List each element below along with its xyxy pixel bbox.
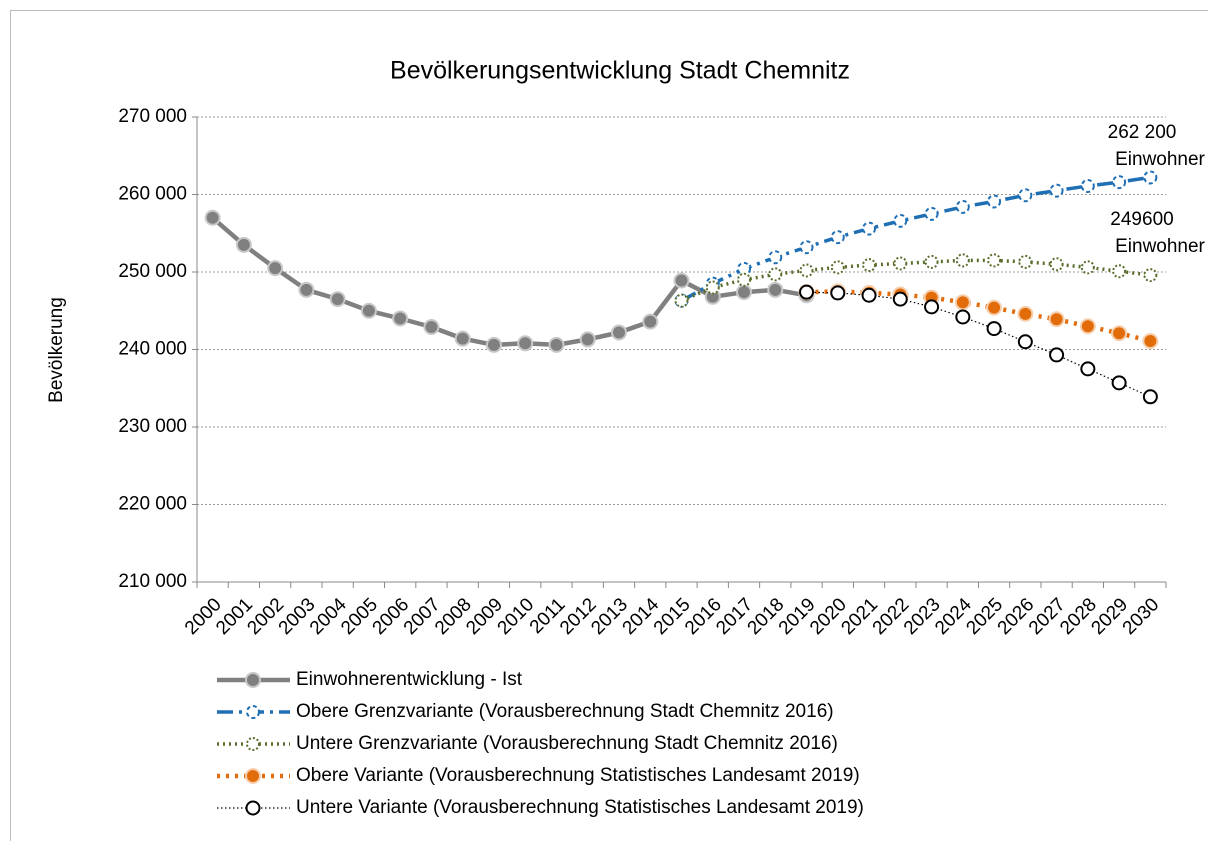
x-tick-label: 2030 [1119, 594, 1164, 639]
data-point [830, 260, 845, 275]
legend-marker [245, 672, 261, 688]
data-point [517, 335, 534, 352]
data-point [1143, 268, 1158, 283]
data-point [1111, 325, 1128, 342]
data-point [736, 284, 753, 301]
legend-marker [246, 705, 260, 719]
data-point [924, 254, 939, 269]
data-point [1049, 347, 1065, 363]
legend-marker [245, 800, 261, 816]
legend-label: Obere Variante (Vorausberechnung Statist… [296, 765, 860, 786]
data-point [392, 310, 409, 327]
data-point [267, 260, 284, 277]
data-point [298, 281, 315, 298]
annotation: 262 200 [1108, 122, 1177, 143]
data-point [955, 309, 971, 325]
data-point [737, 261, 752, 276]
data-point [1049, 257, 1064, 272]
data-point [1143, 170, 1158, 185]
y-tick-label: 210 000 [118, 571, 187, 592]
data-point [360, 302, 377, 319]
data-point [1018, 188, 1033, 203]
legend-marker [245, 768, 261, 784]
data-point [767, 281, 784, 298]
data-point [1080, 361, 1096, 377]
data-point [768, 267, 783, 282]
data-point [454, 330, 471, 347]
y-tick-label: 220 000 [118, 494, 187, 515]
data-point [673, 272, 690, 289]
data-point [830, 230, 845, 245]
data-point [485, 336, 502, 353]
data-point [674, 293, 689, 308]
data-point [1018, 254, 1033, 269]
data-point [861, 287, 877, 303]
annotation: Einwohner [1115, 149, 1205, 170]
annotation: 249600 [1110, 209, 1173, 230]
data-point [235, 236, 252, 253]
data-point [1111, 375, 1127, 391]
data-point [705, 280, 720, 295]
data-point [893, 213, 908, 228]
data-point [423, 319, 440, 336]
y-axis-label: Bevölkerung [46, 297, 67, 403]
data-point [987, 194, 1002, 209]
series-line [806, 291, 1151, 398]
data-point [1080, 260, 1095, 275]
data-point [799, 284, 815, 300]
data-point [862, 258, 877, 273]
chart-frame [10, 10, 1208, 841]
data-point [924, 206, 939, 221]
data-point [987, 253, 1002, 268]
data-point [329, 291, 346, 308]
data-point [1112, 175, 1127, 190]
data-point [768, 250, 783, 265]
y-tick-label: 230 000 [118, 416, 187, 437]
data-point [1049, 183, 1064, 198]
data-point [1048, 311, 1065, 328]
data-point [642, 313, 659, 330]
data-point [1080, 178, 1095, 193]
data-point [1079, 318, 1096, 335]
data-point [1112, 264, 1127, 279]
data-point [1017, 305, 1034, 322]
data-point [986, 321, 1002, 337]
data-point [862, 221, 877, 236]
data-point [579, 331, 596, 348]
data-point [610, 324, 627, 341]
y-tick-label: 250 000 [118, 261, 187, 282]
y-tick-label: 260 000 [118, 184, 187, 205]
series-line [680, 175, 1151, 303]
data-point [955, 199, 970, 214]
legend-label: Untere Grenzvariante (Vorausberechnung S… [296, 733, 838, 754]
data-point [737, 272, 752, 287]
data-point [799, 263, 814, 278]
legend-label: Einwohnerentwicklung - Ist [296, 669, 523, 690]
legend-label: Untere Variante (Vorausberechnung Statis… [296, 797, 864, 818]
data-point [954, 294, 971, 311]
series-line [806, 289, 1151, 344]
data-point [1017, 334, 1033, 350]
data-point [799, 240, 814, 255]
data-point [1142, 389, 1158, 405]
data-point [892, 291, 908, 307]
chart-title: Bevölkerungsentwicklung Stadt Chemnitz [390, 57, 850, 85]
legend-label: Obere Grenzvariante (Vorausberechnung St… [296, 701, 834, 722]
data-point [830, 285, 846, 301]
data-point [955, 253, 970, 268]
data-point [1142, 332, 1159, 349]
y-tick-label: 270 000 [118, 106, 187, 127]
data-point [548, 336, 565, 353]
data-point [204, 209, 221, 226]
annotation: Einwohner [1115, 236, 1205, 257]
y-tick-label: 240 000 [118, 339, 187, 360]
legend-marker [246, 737, 260, 751]
data-point [986, 299, 1003, 316]
data-point [924, 299, 940, 315]
data-point [893, 256, 908, 271]
